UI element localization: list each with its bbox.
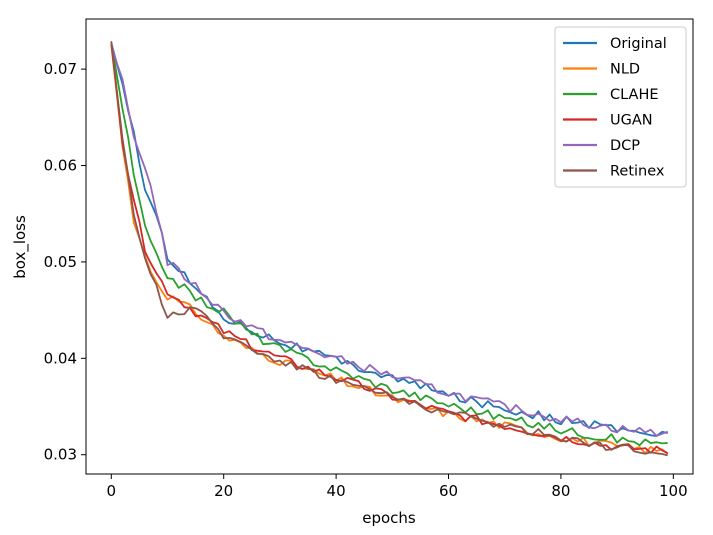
x-tick-label: 60 (439, 482, 458, 500)
plot-area-frame (85, 18, 694, 475)
x-tick-label: 80 (551, 482, 570, 500)
y-tick-label: 0.03 (44, 446, 77, 464)
y-tick-label: 0.07 (44, 60, 77, 78)
x-axis-label: epochs (362, 509, 416, 527)
legend-label-ugan: UGAN (610, 113, 653, 129)
x-tick-label: 100 (659, 482, 688, 500)
legend: Original NLD CLAHE UGAN DCP Retinex (554, 26, 687, 188)
legend-label-nld: NLD (610, 62, 640, 78)
y-tick-label: 0.06 (44, 157, 77, 175)
series-line-ugan (110, 42, 669, 454)
series-line-retinex (110, 41, 668, 457)
y-axis-label: box_loss (11, 215, 30, 279)
legend-label-dcp: DCP (610, 138, 640, 154)
x-axis-ticks: 0 20 40 60 80 100 (107, 474, 688, 500)
y-tick-label: 0.05 (44, 253, 77, 271)
x-tick-label: 40 (327, 482, 346, 500)
legend-frame (554, 26, 687, 188)
x-tick-label: 0 (107, 482, 117, 500)
series-lines (110, 41, 669, 457)
series-line-clahe (110, 42, 668, 447)
legend-label-retinex: Retinex (610, 164, 665, 180)
series-line-dcp (110, 42, 669, 437)
y-tick-label: 0.04 (44, 349, 77, 367)
legend-label-clahe: CLAHE (610, 87, 659, 103)
legend-label-original: Original (610, 36, 667, 52)
x-tick-label: 20 (214, 482, 233, 500)
y-axis-ticks: 0.03 0.04 0.05 0.06 0.07 (44, 60, 86, 464)
